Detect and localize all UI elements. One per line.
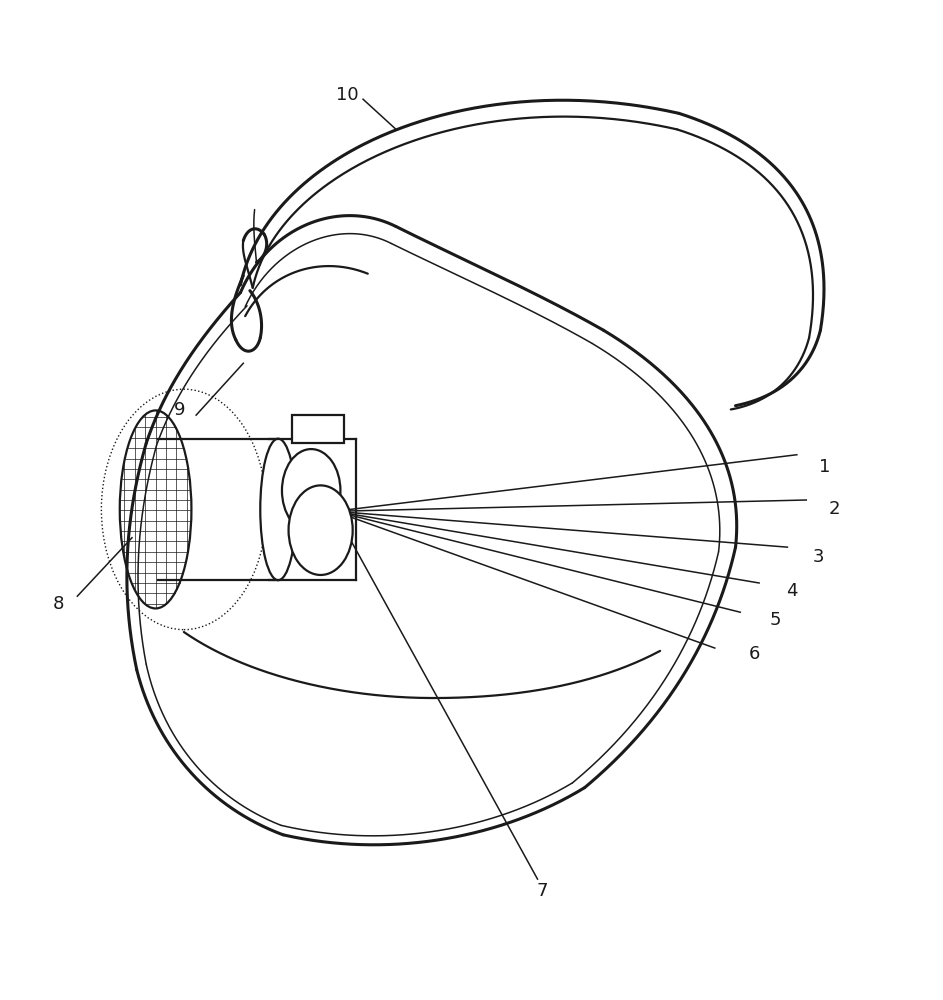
Text: 8: 8 [53, 595, 64, 613]
Text: 3: 3 [813, 548, 824, 566]
Ellipse shape [260, 439, 296, 580]
Ellipse shape [282, 449, 340, 532]
Text: 5: 5 [769, 611, 781, 629]
Text: 10: 10 [336, 86, 358, 104]
Text: 2: 2 [829, 500, 840, 518]
Text: 4: 4 [786, 582, 798, 600]
Bar [292, 415, 344, 443]
Ellipse shape [289, 485, 353, 575]
Text: 9: 9 [174, 401, 185, 419]
Text: 1: 1 [819, 458, 831, 476]
Text: 7: 7 [537, 882, 548, 900]
Text: 6: 6 [749, 645, 760, 663]
